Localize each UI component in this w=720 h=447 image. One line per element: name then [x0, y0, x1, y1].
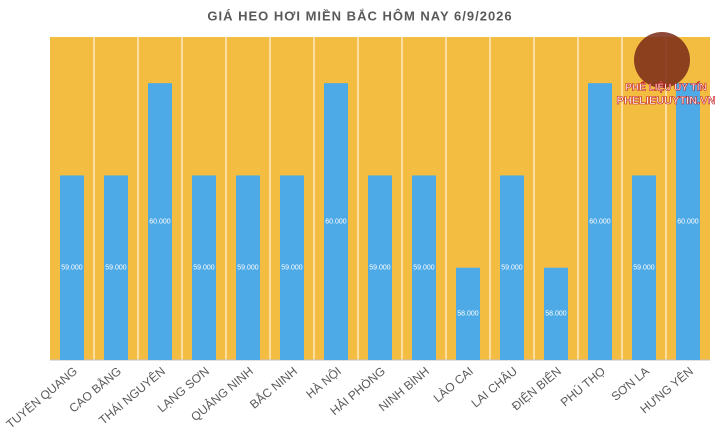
value-label: 59.000: [105, 265, 127, 272]
bar: [368, 175, 392, 360]
x-tick-label: HÀ NỘI: [303, 363, 344, 401]
value-label: 59.000: [501, 265, 523, 272]
watermark-line1: PHẾ LIỆU UY TÍN: [625, 81, 707, 94]
x-tick-label: ĐIỆN BIÊN: [508, 363, 564, 413]
bar: [456, 267, 480, 360]
watermark-line2: PHELIEUUYTIN.VN: [616, 95, 715, 107]
bar: [676, 83, 700, 361]
value-label: 60.000: [589, 218, 611, 225]
value-label: 58.000: [545, 311, 567, 318]
value-label: 59.000: [633, 265, 655, 272]
x-tick-label: BẮC NINH: [246, 363, 300, 411]
value-label: 59.000: [193, 265, 215, 272]
bar: [60, 175, 84, 360]
bar: [412, 175, 436, 360]
value-label: 59.000: [413, 265, 435, 272]
value-label: 60.000: [149, 218, 171, 225]
bar: [500, 175, 524, 360]
logo-emblem: [634, 32, 690, 88]
bar: [588, 83, 612, 361]
bar: [148, 83, 172, 361]
x-tick-label: TUYÊN QUANG: [3, 363, 80, 431]
chart-title: GIÁ HEO HƠI MIỀN BẮC HÔM NAY 6/9/2026: [207, 8, 512, 23]
bar: [632, 175, 656, 360]
value-label: 59.000: [281, 265, 303, 272]
bar: [236, 175, 260, 360]
bar: [324, 83, 348, 361]
x-tick-label: PHÚ THỌ: [557, 363, 608, 409]
bar: [280, 175, 304, 360]
value-label: 60.000: [325, 218, 347, 225]
bar: [544, 267, 568, 360]
value-label: 58.000: [457, 311, 479, 318]
value-label: 59.000: [237, 265, 259, 272]
bar: [104, 175, 128, 360]
bar: [192, 175, 216, 360]
value-label: 59.000: [369, 265, 391, 272]
value-label: 59.000: [61, 265, 83, 272]
value-label: 60.000: [677, 218, 699, 225]
